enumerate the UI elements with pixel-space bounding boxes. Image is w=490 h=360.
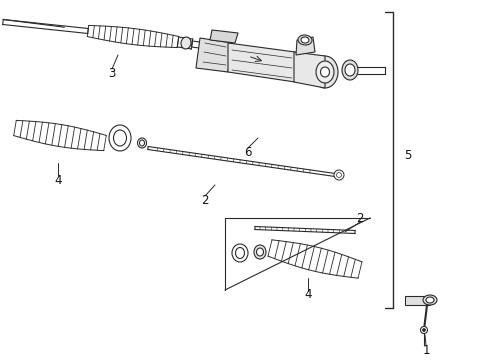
Ellipse shape — [232, 244, 248, 262]
Ellipse shape — [298, 35, 312, 45]
Text: 3: 3 — [108, 67, 116, 80]
Circle shape — [420, 327, 427, 333]
Ellipse shape — [423, 295, 437, 305]
Ellipse shape — [254, 245, 266, 259]
Ellipse shape — [114, 130, 126, 146]
Ellipse shape — [138, 138, 147, 148]
Ellipse shape — [345, 64, 355, 76]
Text: 4: 4 — [304, 288, 312, 302]
Ellipse shape — [320, 67, 329, 77]
Ellipse shape — [301, 37, 309, 43]
Text: 2: 2 — [356, 212, 364, 225]
Ellipse shape — [236, 248, 245, 258]
Circle shape — [422, 328, 425, 332]
Ellipse shape — [256, 248, 264, 256]
Ellipse shape — [426, 297, 434, 303]
Polygon shape — [296, 37, 315, 55]
Polygon shape — [405, 296, 430, 305]
Polygon shape — [294, 52, 325, 88]
Polygon shape — [196, 38, 232, 72]
Ellipse shape — [140, 140, 145, 146]
Ellipse shape — [342, 60, 358, 80]
Circle shape — [334, 170, 344, 180]
Text: 1: 1 — [422, 343, 430, 356]
Ellipse shape — [109, 125, 131, 151]
Text: 4: 4 — [54, 174, 62, 186]
Ellipse shape — [181, 37, 191, 49]
Text: 2: 2 — [201, 194, 209, 207]
Polygon shape — [210, 30, 238, 43]
Circle shape — [337, 172, 342, 177]
Text: 5: 5 — [404, 149, 412, 162]
Ellipse shape — [312, 56, 338, 88]
Polygon shape — [228, 43, 295, 82]
Text: 6: 6 — [244, 145, 252, 158]
Ellipse shape — [316, 61, 334, 83]
